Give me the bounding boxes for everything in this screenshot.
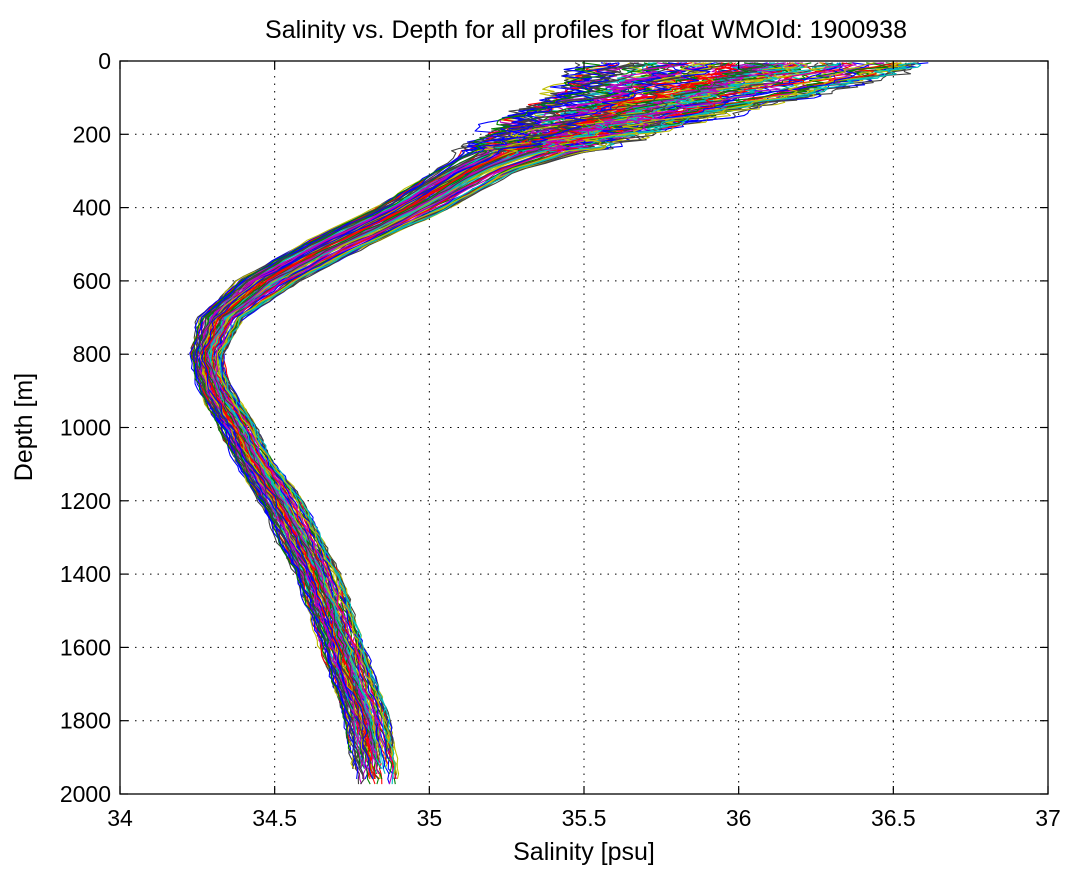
profile-line [213,62,839,774]
x-tick-label: 34 [107,805,133,831]
profile-line [194,62,639,780]
profile-line [195,62,650,759]
profile-line [210,62,807,749]
profile-line [194,62,660,769]
profile-line [217,62,870,759]
profile-line [189,62,610,754]
profile-line [201,62,681,749]
x-tick-label: 36 [726,805,752,831]
x-tick-label: 37 [1035,805,1061,831]
y-tick-label: 800 [73,341,111,367]
profile-line [219,62,903,785]
y-tick-label: 2000 [60,781,111,807]
profile-line [216,62,902,764]
y-tick-label: 1400 [60,561,111,587]
y-tick-label: 400 [73,195,111,221]
profile-line [221,62,905,774]
x-tick-label: 35 [417,805,443,831]
profile-line [200,62,716,780]
profile-line [220,62,898,780]
profile-line [199,62,663,769]
profile-line [190,62,616,769]
profile-line [192,62,622,749]
profile-line [215,62,889,774]
profile-line [192,62,635,785]
profile-line [194,62,656,764]
y-tick-label: 1800 [60,708,111,734]
profile-line [190,62,619,744]
x-tick-label: 35.5 [562,805,607,831]
profile-line [217,62,910,779]
profile-line [204,62,734,780]
y-tick-label: 600 [73,268,111,294]
profile-line [196,62,645,785]
profile-line [215,62,885,780]
profile-line [211,62,854,764]
grid-lines [120,61,1048,794]
profile-line [191,62,603,754]
profile-line [215,62,857,749]
y-tick-label: 0 [98,48,111,74]
profile-line [209,62,805,769]
profile-line [217,62,894,775]
x-tick-label: 36.5 [871,805,916,831]
profile-line [217,62,882,754]
profile-line [215,62,849,785]
profile-line [204,62,773,749]
y-tick-label: 1600 [60,634,111,660]
profile-line [198,62,658,769]
x-tick-label: 34.5 [252,805,297,831]
profile-line [194,62,620,780]
profile-line [209,62,843,785]
y-axis-label: Depth [m] [10,373,38,481]
chart-title: Salinity vs. Depth for all profiles for … [265,16,907,44]
profile-line [195,62,647,785]
profile-line [192,62,610,769]
axis-ticks: 34 34.5 35 35.5 36 36.5 37 0 200 400 600 800 1000 120… [60,48,1061,831]
profile-line [219,62,922,785]
profile-line [195,62,657,744]
y-tick-label: 1000 [60,415,111,441]
profile-line [221,62,912,780]
profile-line [193,62,620,749]
profile-line [216,62,875,749]
profile-lines [189,62,929,785]
x-axis-label: Salinity [psu] [513,838,655,866]
profile-line [198,62,665,775]
profile-line [218,62,912,774]
y-tick-label: 1200 [60,488,111,514]
profile-line [193,62,620,749]
y-tick-label: 200 [73,121,111,147]
profile-line [192,62,615,769]
profile-line [221,62,901,774]
